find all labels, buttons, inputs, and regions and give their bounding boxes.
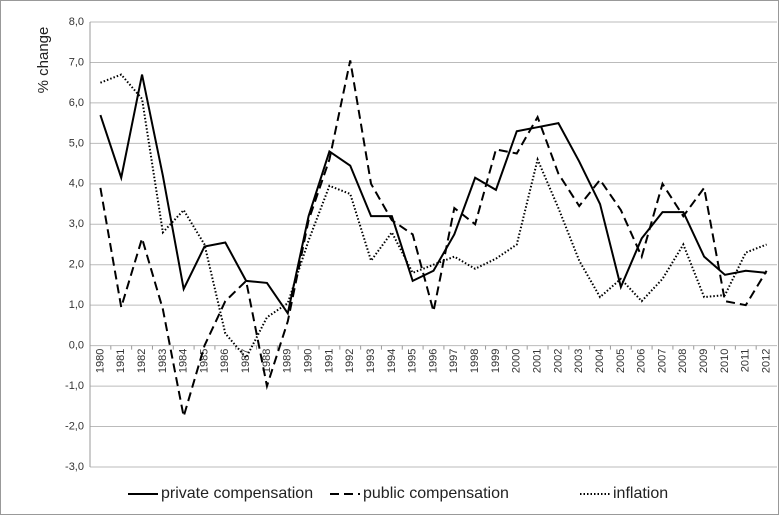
x-tick-label: 1997 — [448, 349, 460, 373]
y-tick-label: 8,0 — [69, 16, 84, 28]
legend-label: private compensation — [161, 485, 313, 502]
x-tick-label: 1992 — [344, 349, 356, 373]
x-tick-label: 2010 — [719, 349, 731, 373]
y-tick-label: 3,0 — [69, 218, 84, 230]
x-tick-label: 1996 — [427, 349, 439, 373]
y-tick-label: 2,0 — [69, 259, 84, 271]
y-axis-title: % change — [35, 27, 52, 94]
x-tick-label: 1988 — [261, 349, 273, 373]
x-tick-label: 1982 — [136, 349, 148, 373]
x-tick-label: 1994 — [386, 349, 398, 373]
x-tick-label: 2009 — [698, 349, 710, 373]
x-tick-label: 2000 — [511, 349, 523, 373]
y-tick-label: -3,0 — [65, 461, 84, 473]
x-tick-label: 1980 — [94, 349, 106, 373]
x-tick-label: 1995 — [407, 349, 419, 373]
y-tick-label: -1,0 — [65, 380, 84, 392]
x-tick-label: 1998 — [469, 349, 481, 373]
data-line — [100, 73, 767, 360]
y-tick-label: 5,0 — [69, 137, 84, 149]
legend-label: inflation — [613, 485, 668, 502]
x-tick-label: 1983 — [157, 349, 169, 373]
y-tick-label: 1,0 — [69, 299, 84, 311]
x-tick-label: 1993 — [365, 349, 377, 373]
x-tick-label: 1990 — [302, 349, 314, 373]
y-tick-label: 0,0 — [69, 340, 84, 352]
data-line — [99, 74, 767, 316]
x-tick-label: 2001 — [531, 349, 543, 373]
x-tick-label: 2006 — [636, 349, 648, 373]
x-tick-label: 2012 — [760, 349, 772, 373]
y-tick-label: -2,0 — [65, 420, 84, 432]
y-tick-label: 7,0 — [69, 56, 84, 68]
x-tick-label: 2007 — [656, 349, 668, 373]
x-tick-label: 2011 — [740, 349, 752, 373]
y-tick-label: 4,0 — [69, 178, 84, 190]
x-tick-label: 2005 — [615, 349, 627, 373]
y-tick-label: 6,0 — [69, 97, 84, 109]
x-tick-label: 1985 — [198, 349, 210, 373]
x-tick-label: 1999 — [490, 349, 502, 373]
x-tick-label: 2002 — [552, 349, 564, 373]
x-tick-label: 1991 — [323, 349, 335, 373]
x-tick-label: 1989 — [282, 349, 294, 373]
x-tick-label: 2004 — [594, 349, 606, 373]
x-tick-label: 1981 — [115, 349, 127, 373]
x-tick-label: 2003 — [573, 349, 585, 373]
data-line — [99, 60, 768, 417]
x-tick-label: 1984 — [178, 349, 190, 373]
legend-label: public compensation — [363, 485, 509, 502]
x-tick-label: 2008 — [677, 349, 689, 373]
x-tick-label: 1987 — [240, 349, 252, 373]
x-tick-label: 1986 — [219, 349, 231, 373]
